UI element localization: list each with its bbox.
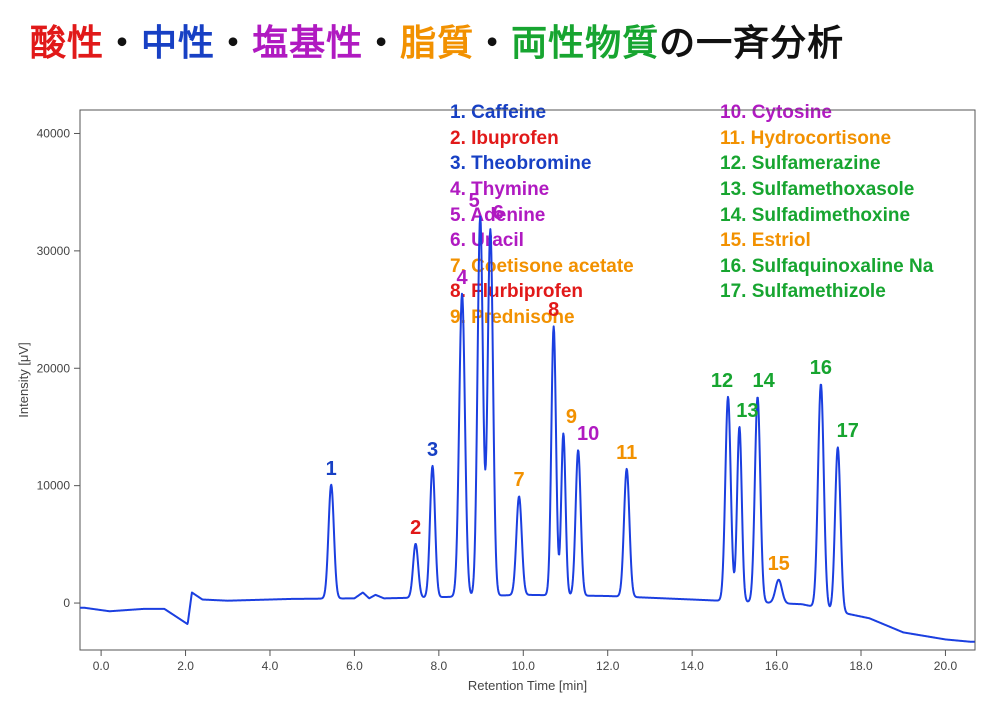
title-segment: の一斉分析 <box>659 22 844 63</box>
svg-text:18.0: 18.0 <box>849 659 873 673</box>
svg-text:2.0: 2.0 <box>177 659 194 673</box>
y-axis-label: Intensity [μV] <box>16 342 31 417</box>
peak-label: 8 <box>548 299 559 322</box>
peak-label: 15 <box>768 553 790 576</box>
svg-text:12.0: 12.0 <box>596 659 620 673</box>
svg-text:6.0: 6.0 <box>346 659 363 673</box>
svg-text:0: 0 <box>63 596 70 610</box>
svg-text:10000: 10000 <box>37 479 71 493</box>
peak-label: 6 <box>493 202 504 225</box>
title-segment: 塩基性 <box>252 22 363 63</box>
peak-label: 16 <box>810 357 832 380</box>
peak-label: 7 <box>513 469 524 492</box>
svg-text:14.0: 14.0 <box>680 659 704 673</box>
title-segment: ・ <box>215 22 252 63</box>
peak-label: 3 <box>427 439 438 462</box>
chromatogram-chart: 0.0 2.0 4.0 6.0 8.0 10.0 12.0 14.0 16.0 18.0 20.0 R… <box>0 90 1000 710</box>
peak-label: 10 <box>577 423 599 446</box>
svg-text:40000: 40000 <box>37 126 71 140</box>
svg-text:20.0: 20.0 <box>934 659 958 673</box>
peak-label: 9 <box>566 406 577 429</box>
title-segment: ・ <box>363 22 400 63</box>
peak-label: 17 <box>837 420 859 443</box>
svg-text:8.0: 8.0 <box>431 659 448 673</box>
peak-label: 2 <box>410 517 421 540</box>
peak-label: 13 <box>736 400 758 423</box>
title-segment: ・ <box>104 22 141 63</box>
title-segment: 中性 <box>141 22 215 63</box>
peak-label: 4 <box>457 267 468 290</box>
peak-label: 5 <box>469 190 480 213</box>
peak-label: 1 <box>326 458 337 481</box>
svg-text:20000: 20000 <box>37 361 71 375</box>
peak-label: 11 <box>616 442 637 465</box>
title-segment: 脂質 <box>400 22 474 63</box>
svg-text:10.0: 10.0 <box>512 659 536 673</box>
page-title: 酸性・中性・塩基性・脂質・両性物質の一斉分析 <box>30 14 844 66</box>
svg-text:0.0: 0.0 <box>93 659 110 673</box>
x-axis-label: Retention Time [min] <box>468 678 587 693</box>
svg-text:4.0: 4.0 <box>262 659 279 673</box>
title-segment: ・ <box>474 22 511 63</box>
peak-label: 14 <box>752 370 774 393</box>
title-segment: 酸性 <box>30 22 104 63</box>
peak-label: 12 <box>711 370 733 393</box>
svg-text:16.0: 16.0 <box>765 659 789 673</box>
svg-text:30000: 30000 <box>37 244 71 258</box>
title-segment: 両性物質 <box>511 22 659 63</box>
